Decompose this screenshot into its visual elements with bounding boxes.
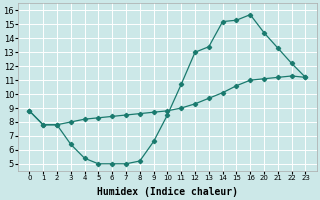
X-axis label: Humidex (Indice chaleur): Humidex (Indice chaleur) — [97, 186, 238, 197]
